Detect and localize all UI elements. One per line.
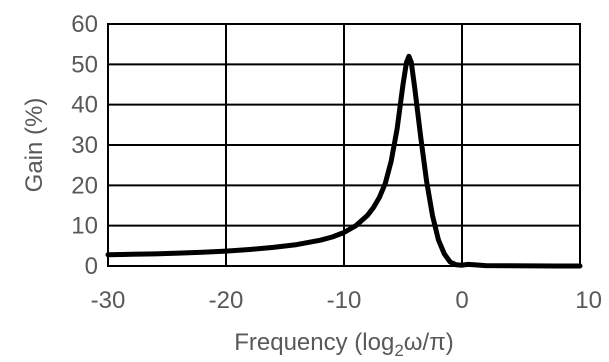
y-tick-label-0: 0 [85, 253, 98, 280]
y-tick-label-1: 10 [71, 213, 98, 240]
x-tick-label-2: -10 [327, 287, 362, 314]
y-tick-labels: 0 10 20 30 40 50 60 [71, 11, 98, 280]
plot-area-frame [107, 23, 581, 267]
x-tick-label-0: -30 [91, 287, 126, 314]
y-tick-label-5: 50 [71, 51, 98, 78]
x-axis-title: Frequency (log2ω/π) [234, 329, 454, 360]
y-tick-label-2: 20 [71, 172, 98, 199]
y-axis-title: Gain (%) [21, 98, 48, 193]
y-tick-label-3: 30 [71, 132, 98, 159]
x-tick-label-1: -20 [209, 287, 244, 314]
y-tick-label-4: 40 [71, 92, 98, 119]
x-tick-labels: -30 -20 -10 0 10 [91, 287, 602, 314]
x-tick-label-3: 0 [455, 287, 468, 314]
y-tick-label-6: 60 [71, 11, 98, 38]
x-tick-label-4: 10 [575, 287, 602, 314]
gain-series-line [105, 53, 583, 269]
